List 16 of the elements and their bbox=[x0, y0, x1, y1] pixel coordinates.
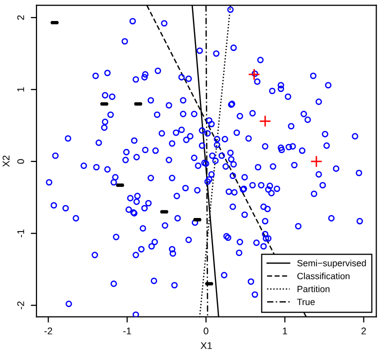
x-tick-label: 2 bbox=[361, 328, 366, 334]
x-axis-title: X1 bbox=[200, 342, 212, 349]
y-tick-label: 0 bbox=[17, 159, 24, 164]
y-tick-label: 2 bbox=[17, 15, 24, 20]
x-tick-label: 0 bbox=[204, 328, 208, 334]
legend-label: Classification bbox=[297, 272, 350, 280]
x-tick-label: 1 bbox=[282, 328, 288, 334]
y-tick-label: -2 bbox=[17, 301, 24, 310]
y-tick-label: -1 bbox=[17, 230, 24, 238]
legend-label: True bbox=[297, 298, 315, 306]
legend-label: Semi−supervised bbox=[297, 260, 366, 268]
y-axis-title: X2 bbox=[2, 156, 10, 167]
y-tick-label: 1 bbox=[17, 87, 24, 92]
legend-label: Partition bbox=[298, 286, 330, 292]
x-tick-label: -1 bbox=[123, 328, 132, 334]
x-tick-label: -2 bbox=[44, 328, 52, 334]
